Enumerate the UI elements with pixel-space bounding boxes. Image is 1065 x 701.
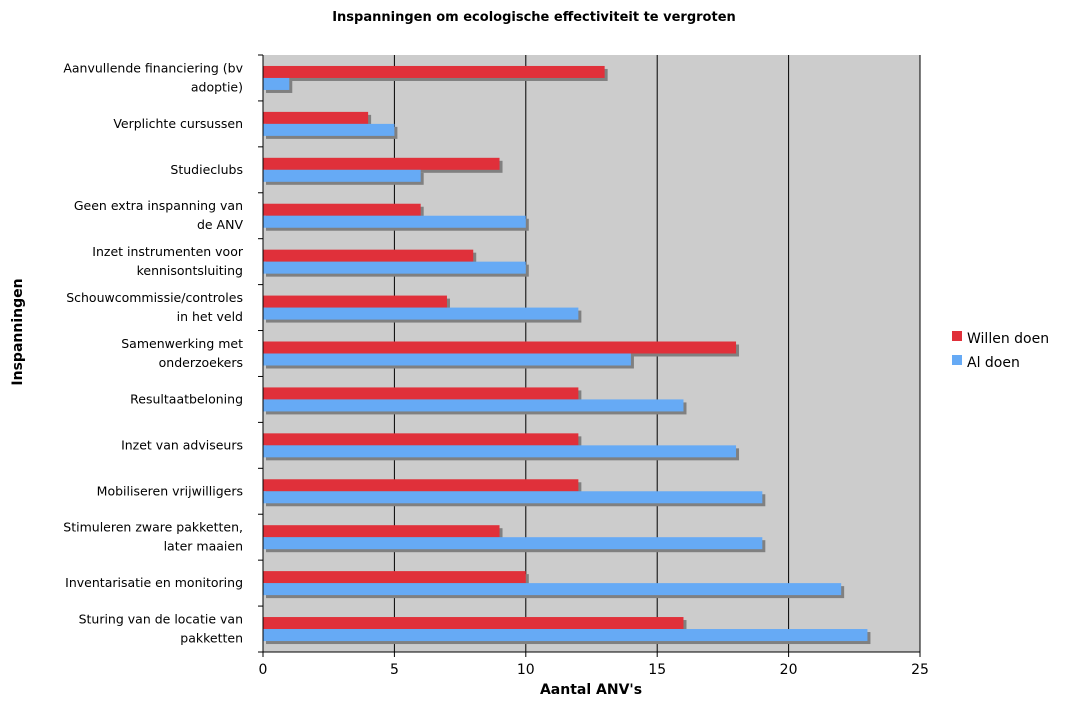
x-axis-ticks xyxy=(262,652,921,657)
bar-willen-doen xyxy=(263,249,474,262)
bar-willen-doen xyxy=(263,203,421,216)
category-label: Inzet van adviseurs xyxy=(121,437,243,452)
bar-al-doen xyxy=(263,215,526,228)
category-label: Studieclubs xyxy=(170,162,243,177)
category-label: de ANV xyxy=(197,217,244,232)
chart-title: Inspanningen om ecologische effectivitei… xyxy=(332,10,736,25)
legend-label-al-doen: Al doen xyxy=(967,355,1020,371)
bar-willen-doen xyxy=(263,525,500,538)
bar-al-doen xyxy=(263,399,684,412)
category-label: Schouwcommissie/controles xyxy=(66,290,243,305)
category-label: Aanvullende financiering (bv xyxy=(63,60,243,75)
bar-willen-doen xyxy=(263,157,500,170)
x-tick-label: 5 xyxy=(390,662,399,678)
bar-willen-doen xyxy=(263,295,447,308)
bar-willen-doen xyxy=(263,387,579,400)
bar-al-doen xyxy=(263,583,842,596)
bar-al-doen xyxy=(263,261,526,274)
bar-al-doen xyxy=(263,353,631,366)
x-tick-label: 10 xyxy=(517,662,535,678)
bar-al-doen xyxy=(263,169,421,182)
x-tick-label: 20 xyxy=(780,662,798,678)
category-label: Resultaatbeloning xyxy=(130,391,243,406)
category-labels: Aanvullende financiering (bv adoptie) Verp… xyxy=(63,60,244,645)
bar-al-doen xyxy=(263,629,868,642)
bar-willen-doen xyxy=(263,433,579,446)
category-label: adoptie) xyxy=(191,79,243,94)
category-label: Stimuleren zware pakketten, xyxy=(63,520,243,535)
category-label: Samenwerking met xyxy=(121,336,243,351)
x-axis-title: Aantal ANV's xyxy=(540,682,642,698)
x-tick-label: 0 xyxy=(259,662,268,678)
bar-al-doen xyxy=(263,307,579,320)
bars xyxy=(263,65,871,645)
bar-al-doen xyxy=(263,491,763,504)
bar-willen-doen xyxy=(263,571,526,584)
category-label: Mobiliseren vrijwilligers xyxy=(97,483,243,498)
legend-swatch-al-doen xyxy=(952,355,962,365)
bar-al-doen xyxy=(263,445,737,458)
category-label: kennisontsluiting xyxy=(137,263,243,278)
bar-willen-doen xyxy=(263,65,605,78)
category-label: onderzoekers xyxy=(159,355,243,370)
x-tick-label: 25 xyxy=(911,662,929,678)
legend-swatch-willen-doen xyxy=(952,331,962,341)
y-axis-title: Inspanningen xyxy=(10,278,26,385)
x-tick-labels: 0 5 10 15 20 25 xyxy=(259,662,929,678)
bar-al-doen xyxy=(263,537,763,550)
bar-willen-doen xyxy=(263,479,579,492)
category-label: Sturing van de locatie van xyxy=(79,612,243,627)
category-label: Geen extra inspanning van xyxy=(74,198,243,213)
bar-al-doen xyxy=(263,77,290,90)
legend: Willen doen Al doen xyxy=(952,331,1049,371)
category-label: pakketten xyxy=(180,631,243,646)
bar-willen-doen xyxy=(263,617,684,630)
bar-al-doen xyxy=(263,123,395,136)
category-label: Inventarisatie en monitoring xyxy=(65,575,243,590)
category-label: Inzet instrumenten voor xyxy=(92,244,244,259)
bar-willen-doen xyxy=(263,111,369,124)
category-label: Verplichte cursussen xyxy=(113,116,243,131)
legend-label-willen-doen: Willen doen xyxy=(967,331,1049,347)
x-tick-label: 15 xyxy=(648,662,666,678)
y-axis-ticks xyxy=(258,54,263,653)
bar-willen-doen xyxy=(263,341,737,354)
category-label: in het veld xyxy=(177,309,243,324)
category-label: later maaien xyxy=(164,539,243,554)
